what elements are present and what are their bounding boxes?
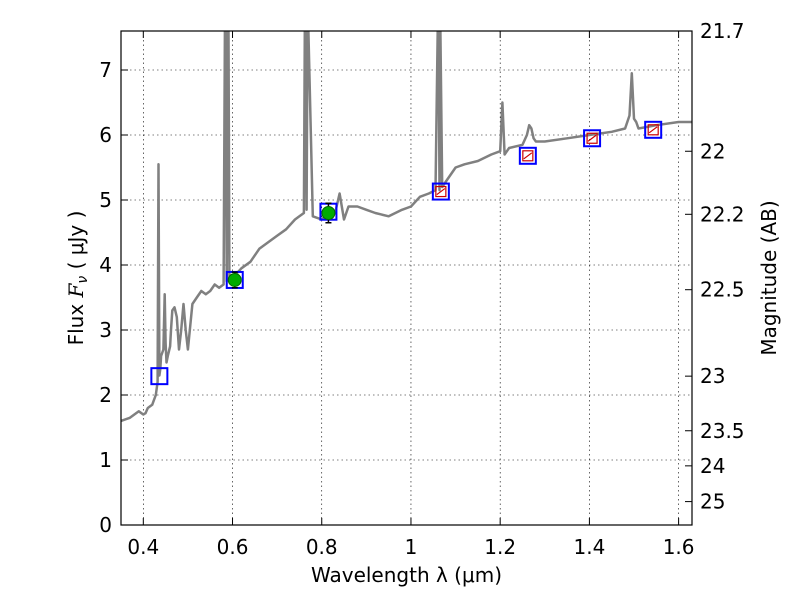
y2-tick-label: 22.2 <box>700 202 745 226</box>
model-band-marker <box>644 120 663 139</box>
ticks: 0.4 0.6 0.8 1 1.2 1.4 1.60123456721.72222.222.… <box>99 19 744 559</box>
observed-nir-box <box>522 150 534 162</box>
y-tick-label: 2 <box>99 383 112 407</box>
y-axis-label-sub: ν <box>75 276 91 284</box>
y2-tick-label: 22.5 <box>700 278 745 302</box>
y-axis-label-prefix: Flux <box>64 297 88 345</box>
x-tick-label: 0.6 <box>217 535 249 559</box>
spectrum-line <box>121 31 692 423</box>
y-axis-label-var: F <box>64 282 88 298</box>
observed-nir-box <box>647 124 659 136</box>
x-tick-label: 0.8 <box>306 535 338 559</box>
y-axis-label-suffix: ( μJy ) <box>64 211 88 276</box>
model-band-marker <box>518 146 537 165</box>
x-tick-label: 1.4 <box>573 535 605 559</box>
y-tick-label: 6 <box>99 123 112 147</box>
plot-frame <box>120 30 693 526</box>
model-band-marker <box>431 182 450 201</box>
x-tick-label: 1.6 <box>663 535 695 559</box>
y2-axis-label: Magnitude (AB) <box>757 200 781 355</box>
y2-tick-label: 21.7 <box>700 19 745 43</box>
y2-tick-label: 23.5 <box>700 419 745 443</box>
x-tick-label: 1.2 <box>484 535 516 559</box>
markers <box>150 120 663 386</box>
x-tick-label: 1 <box>405 535 418 559</box>
observed-nir-box <box>586 132 598 144</box>
y-tick-label: 3 <box>99 318 112 342</box>
y-axis-label: Flux Fν ( μJy ) <box>64 211 91 346</box>
y2-tick-label: 24 <box>700 454 725 478</box>
observed-nir-point <box>523 152 533 160</box>
model-band-marker <box>150 367 169 386</box>
grid-lines <box>121 31 692 526</box>
observed-nir-point <box>587 134 597 142</box>
x-tick-label: 0.4 <box>127 535 159 559</box>
y2-tick-label: 25 <box>700 490 725 514</box>
x-axis-label: Wavelength λ (μm) <box>311 563 502 587</box>
model-band-marker <box>583 129 602 148</box>
y-tick-label: 7 <box>99 58 112 82</box>
observed-nir-point <box>648 126 658 134</box>
observed-nir-box <box>435 185 447 198</box>
observed-optical-point <box>227 272 242 287</box>
y-tick-label: 4 <box>99 253 112 277</box>
y-tick-label: 1 <box>99 448 112 472</box>
observed-optical-point <box>321 206 336 220</box>
y2-tick-label: 23 <box>700 364 725 388</box>
y-tick-label: 0 <box>99 513 112 537</box>
y2-tick-label: 22 <box>700 139 725 163</box>
observed-nir-point <box>436 188 446 196</box>
data-layer <box>121 31 692 423</box>
y-tick-label: 5 <box>99 188 112 212</box>
